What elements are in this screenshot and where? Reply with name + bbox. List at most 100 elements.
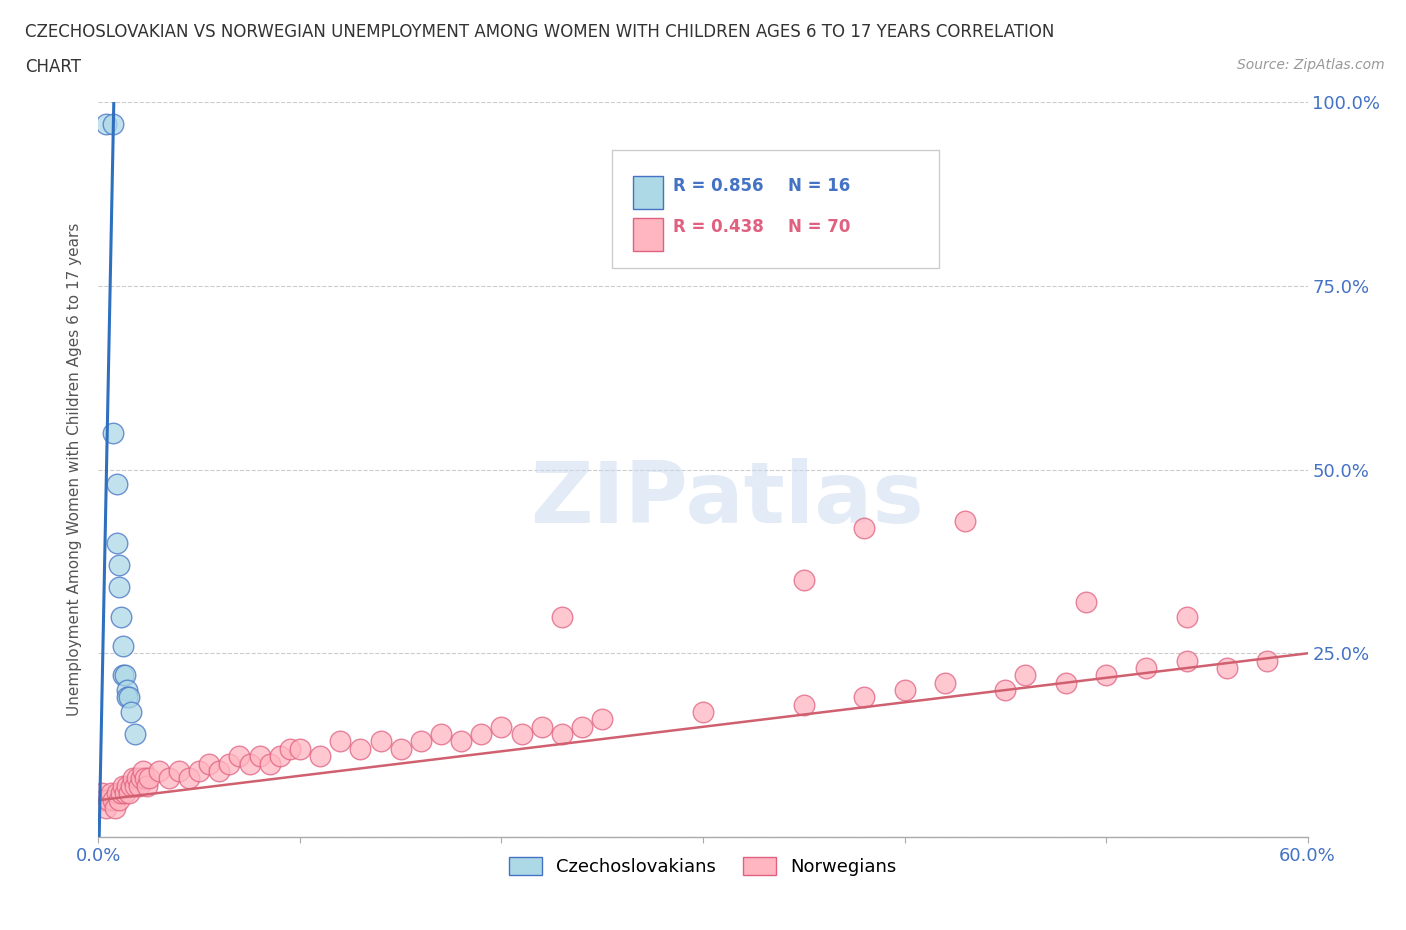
- Point: [1135, 660, 1157, 675]
- Point: [1175, 653, 1198, 668]
- Point: [1014, 668, 1036, 683]
- Point: [125, 771, 148, 786]
- Text: N = 16: N = 16: [787, 178, 849, 195]
- Point: [288, 741, 311, 756]
- Point: [551, 726, 574, 741]
- Point: [124, 726, 146, 741]
- Point: [1074, 594, 1097, 609]
- Point: [107, 792, 129, 807]
- Point: [953, 513, 976, 528]
- Point: [228, 749, 250, 764]
- Point: [349, 741, 371, 756]
- Point: [450, 734, 472, 749]
- Point: [329, 734, 352, 749]
- Text: ZIPatlas: ZIPatlas: [530, 458, 924, 540]
- Point: [409, 734, 432, 749]
- Point: [103, 800, 125, 815]
- Point: [853, 690, 876, 705]
- Point: [111, 778, 134, 793]
- Point: [115, 683, 138, 698]
- Point: [1175, 609, 1198, 624]
- Point: [110, 609, 132, 624]
- FancyBboxPatch shape: [613, 150, 939, 268]
- Point: [491, 720, 513, 735]
- Point: [793, 573, 815, 588]
- Point: [128, 778, 150, 793]
- Point: [692, 705, 714, 720]
- Point: [114, 668, 136, 683]
- Point: [118, 690, 141, 705]
- Y-axis label: Unemployment Among Women with Children Ages 6 to 17 years: Unemployment Among Women with Children A…: [67, 223, 83, 716]
- Point: [370, 734, 392, 749]
- Point: [100, 786, 122, 801]
- Point: [530, 720, 553, 735]
- Point: [551, 609, 574, 624]
- Point: [309, 749, 332, 764]
- Point: [96, 117, 118, 132]
- Point: [853, 521, 876, 536]
- Point: [107, 579, 129, 594]
- Point: [179, 771, 201, 786]
- Text: R = 0.856: R = 0.856: [672, 178, 763, 195]
- Point: [101, 792, 124, 807]
- Point: [134, 771, 156, 786]
- Point: [115, 690, 138, 705]
- Point: [107, 558, 129, 573]
- Point: [105, 477, 128, 492]
- FancyBboxPatch shape: [633, 218, 664, 251]
- Point: [135, 778, 157, 793]
- Point: [591, 712, 613, 727]
- Point: [278, 741, 301, 756]
- Point: [934, 675, 956, 690]
- Point: [893, 683, 915, 698]
- Text: Source: ZipAtlas.com: Source: ZipAtlas.com: [1237, 58, 1385, 72]
- Point: [1095, 668, 1118, 683]
- Text: CZECHOSLOVAKIAN VS NORWEGIAN UNEMPLOYMENT AMONG WOMEN WITH CHILDREN AGES 6 TO 17: CZECHOSLOVAKIAN VS NORWEGIAN UNEMPLOYMEN…: [25, 23, 1054, 41]
- Point: [1216, 660, 1239, 675]
- Point: [121, 771, 143, 786]
- Point: [120, 705, 142, 720]
- Point: [110, 786, 132, 801]
- Point: [93, 792, 115, 807]
- Point: [239, 756, 262, 771]
- Point: [111, 639, 134, 654]
- Point: [138, 771, 160, 786]
- Point: [167, 764, 190, 778]
- Point: [218, 756, 240, 771]
- Point: [430, 726, 453, 741]
- Point: [994, 683, 1017, 698]
- Point: [188, 764, 211, 778]
- Text: R = 0.438: R = 0.438: [672, 218, 763, 235]
- Point: [470, 726, 492, 741]
- Point: [97, 792, 120, 807]
- Point: [101, 117, 124, 132]
- Point: [510, 726, 533, 741]
- Point: [105, 536, 128, 551]
- Point: [269, 749, 291, 764]
- Point: [389, 741, 412, 756]
- Text: N = 70: N = 70: [787, 218, 851, 235]
- Point: [198, 756, 221, 771]
- Point: [111, 668, 134, 683]
- Point: [208, 764, 231, 778]
- Point: [96, 800, 118, 815]
- Point: [259, 756, 281, 771]
- Point: [114, 786, 136, 801]
- Point: [105, 786, 128, 801]
- Text: CHART: CHART: [25, 58, 82, 75]
- Point: [101, 426, 124, 441]
- Point: [1054, 675, 1077, 690]
- Point: [132, 764, 155, 778]
- FancyBboxPatch shape: [633, 176, 664, 209]
- Legend: Czechoslovakians, Norwegians: Czechoslovakians, Norwegians: [502, 849, 904, 884]
- Point: [115, 778, 138, 793]
- Point: [1256, 653, 1278, 668]
- Point: [118, 786, 141, 801]
- Point: [249, 749, 271, 764]
- Point: [120, 778, 142, 793]
- Point: [793, 698, 815, 712]
- Point: [124, 778, 146, 793]
- Point: [157, 771, 180, 786]
- Point: [571, 720, 593, 735]
- Point: [148, 764, 170, 778]
